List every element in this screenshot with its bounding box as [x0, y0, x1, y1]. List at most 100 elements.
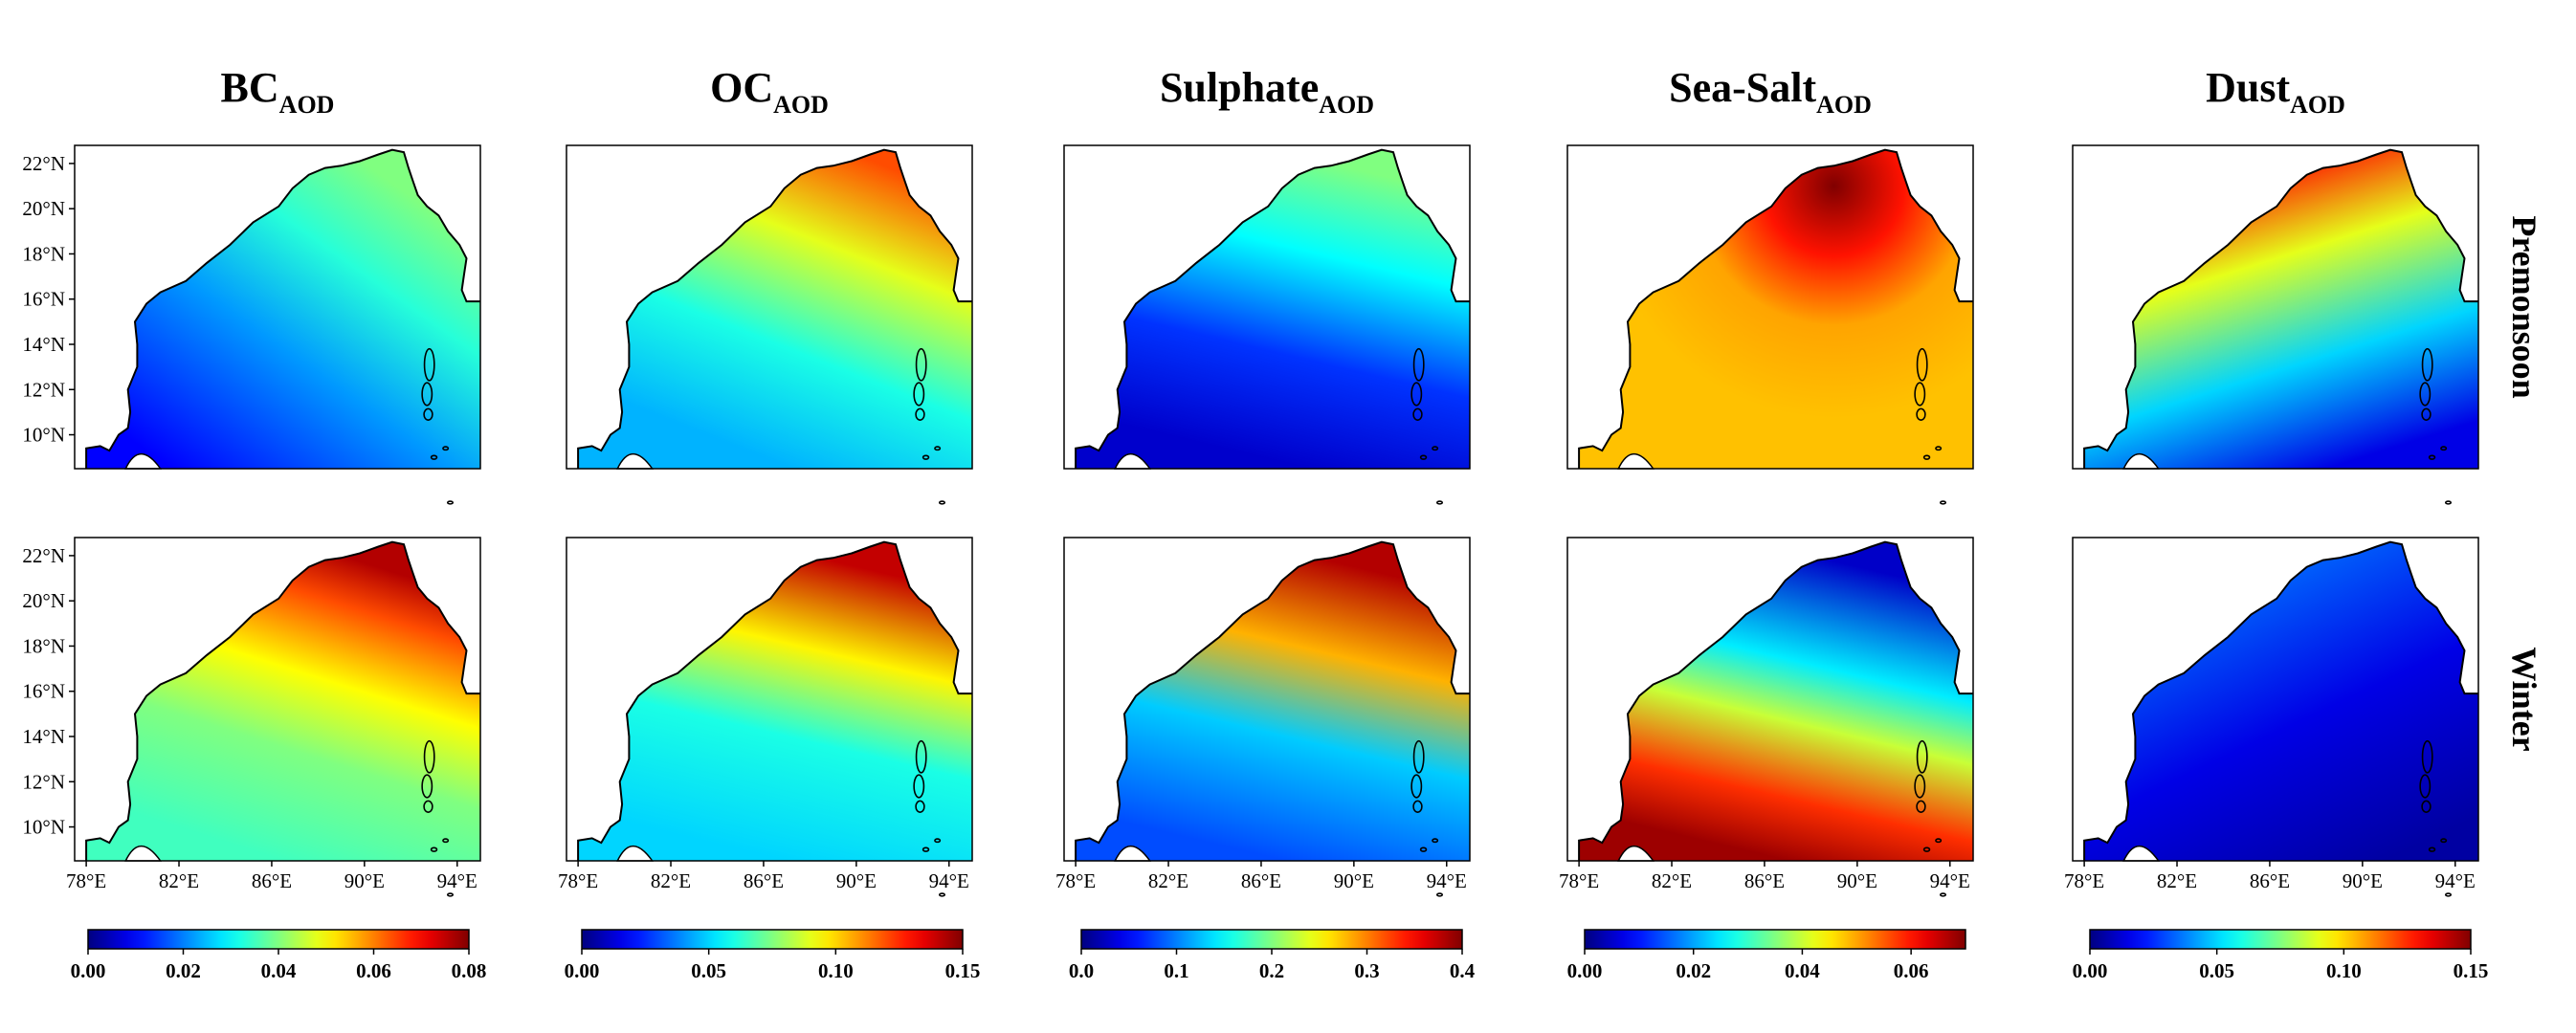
island: [934, 838, 942, 844]
island: [2444, 500, 2453, 505]
island: [1914, 774, 1926, 799]
island: [922, 846, 930, 852]
x-tick-label: 86°E: [744, 869, 784, 892]
island: [1939, 892, 1947, 897]
island: [421, 774, 433, 799]
colorbar-tick-label: 0.0: [1069, 959, 1094, 982]
colorbar-oc: 0.00 0.05 0.10 0.15: [565, 929, 980, 982]
island: [1412, 347, 1425, 382]
aod-field: [578, 149, 972, 469]
island: [1935, 446, 1943, 451]
coastline: [2083, 540, 2478, 861]
island: [423, 739, 435, 774]
x-tick-label: 82°E: [651, 869, 691, 892]
colorbar-tick-label: 0.10: [2326, 959, 2362, 982]
island: [1410, 382, 1423, 407]
island: [446, 500, 455, 505]
x-tick-label: 86°E: [2250, 869, 2290, 892]
coastline: [85, 540, 480, 861]
colorbar-tick-label: 0.08: [452, 959, 487, 982]
map-panel-premonsoon-dust: [2072, 144, 2479, 505]
island: [2421, 407, 2432, 421]
island: [1435, 892, 1444, 897]
y-tick-label: 14°N: [22, 333, 65, 356]
panel-frame: [566, 144, 973, 470]
island: [915, 347, 927, 382]
map-panel-premonsoon-sea-salt: [1566, 144, 1974, 505]
x-tick-label: 82°E: [2157, 869, 2197, 892]
row-label-premonsoon: Premonsoon: [2505, 215, 2543, 398]
map-panel-winter-sulphate: 78°E 82°E 86°E 90°E 94°E: [1055, 537, 1471, 897]
island: [1432, 838, 1439, 844]
aod-field: [1076, 149, 1470, 469]
island: [2421, 800, 2432, 813]
colorbar-tick-label: 0.00: [565, 959, 600, 982]
panel-frame: [74, 537, 481, 862]
island: [430, 846, 438, 852]
x-tick-label: 86°E: [1241, 869, 1281, 892]
coastline: [1578, 540, 1973, 861]
colorbar-tick-label: 0.10: [818, 959, 854, 982]
island: [2419, 382, 2432, 407]
x-tick-label: 82°E: [1652, 869, 1692, 892]
x-tick-label: 82°E: [1148, 869, 1188, 892]
x-tick-label: 90°E: [344, 869, 385, 892]
colorbar-tick-label: 0.06: [1894, 959, 1929, 982]
island: [913, 382, 925, 407]
aod-field: [86, 541, 480, 861]
y-tick-label: 10°N: [22, 816, 65, 839]
island: [421, 382, 433, 407]
island: [446, 892, 455, 897]
map-panel-winter-sea-salt: 78°E 82°E 86°E 90°E 94°E: [1559, 537, 1974, 897]
x-tick-label: 78°E: [66, 869, 106, 892]
x-tick-label: 78°E: [1559, 869, 1599, 892]
aod-field: [1076, 541, 1470, 861]
x-tick-label: 90°E: [836, 869, 877, 892]
map-panel-winter-bc: 22°N 20°N 18°N 16°N 14°N 12°N 10°N 78°E 82°E 86°E…: [22, 537, 481, 897]
x-tick-label: 94°E: [929, 869, 969, 892]
island: [1419, 454, 1428, 460]
aod-field: [578, 541, 972, 861]
colorbar-tick-label: 0.00: [71, 959, 106, 982]
column-title-sulphate: SulphateAOD: [1160, 64, 1374, 119]
colorbar-tick-label: 0.2: [1259, 959, 1284, 982]
panel-frame: [74, 144, 481, 470]
y-tick-label: 14°N: [22, 725, 65, 748]
colorbar-sea-salt: 0.00 0.02 0.04 0.06: [1567, 929, 1966, 982]
colorbar-scale: [1584, 929, 1966, 950]
island: [1935, 838, 1943, 844]
colorbar-scale: [87, 929, 470, 950]
island: [915, 800, 925, 813]
colorbar-tick-label: 0.1: [1164, 959, 1188, 982]
row-label-winter: Winter: [2505, 647, 2543, 751]
colorbar-scale: [2089, 929, 2472, 950]
island: [915, 407, 925, 421]
column-title-bc: BCAOD: [221, 64, 335, 119]
column-title-dust: DustAOD: [2206, 64, 2345, 119]
colorbar-tick-label: 0.05: [2199, 959, 2234, 982]
x-tick-label: 94°E: [437, 869, 477, 892]
island: [430, 454, 438, 460]
colorbar-tick-label: 0.15: [2454, 959, 2489, 982]
island: [922, 454, 930, 460]
x-tick-label: 82°E: [159, 869, 199, 892]
island: [423, 347, 435, 382]
aod-field: [2084, 149, 2478, 469]
island: [442, 838, 450, 844]
island: [2421, 739, 2433, 774]
island: [1432, 446, 1439, 451]
island: [2440, 838, 2448, 844]
map-panel-winter-dust: 78°E 82°E 86°E 90°E 94°E: [2064, 537, 2479, 897]
island: [934, 446, 942, 451]
island: [2419, 774, 2432, 799]
y-tick-label: 12°N: [22, 378, 65, 401]
colorbar-dust: 0.00 0.05 0.10 0.15: [2073, 929, 2489, 982]
colorbar-tick-label: 0.4: [1450, 959, 1476, 982]
colorbar-tick-label: 0.00: [2073, 959, 2108, 982]
x-tick-label: 86°E: [252, 869, 292, 892]
colorbar-tick-label: 0.06: [356, 959, 391, 982]
panel-frame: [1566, 537, 1974, 862]
colorbar-bc: 0.00 0.02 0.04 0.06 0.08: [71, 929, 487, 982]
panel-frame: [566, 537, 973, 862]
